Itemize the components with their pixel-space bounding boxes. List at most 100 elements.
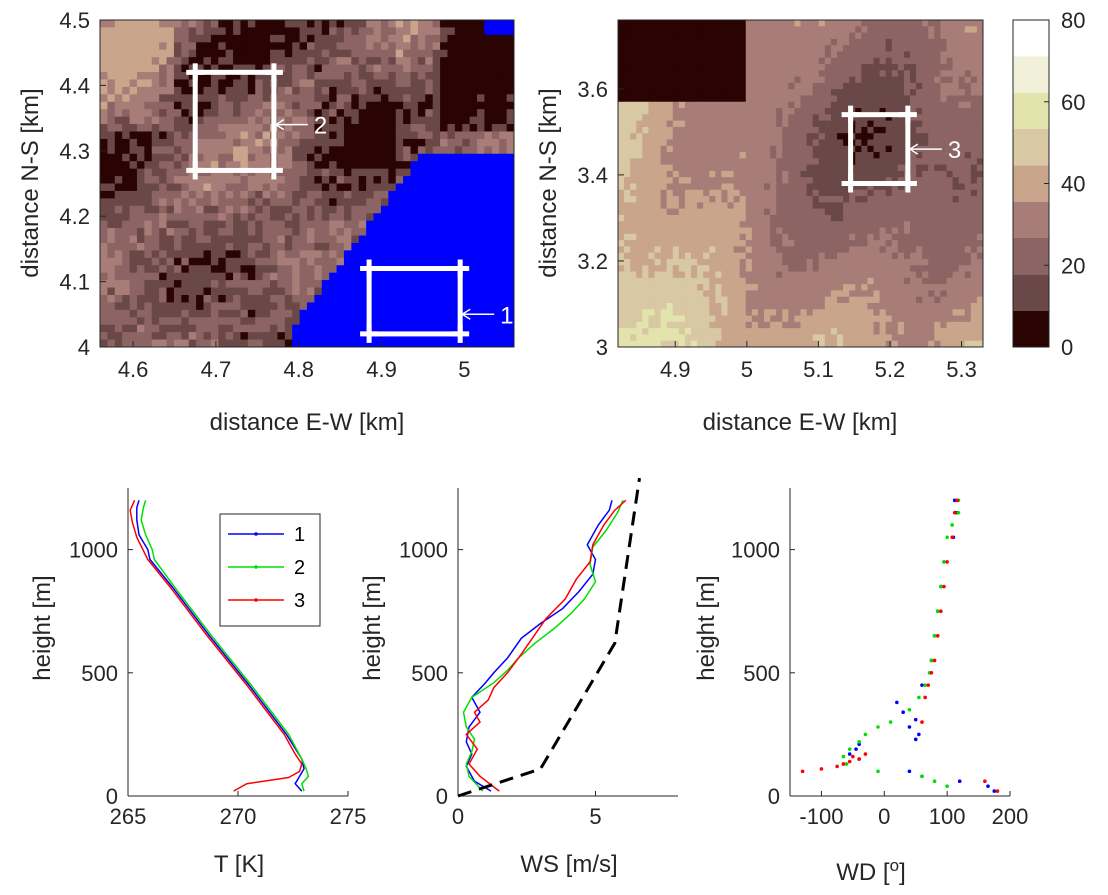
terrain-cell	[321, 176, 330, 185]
terrain-cell	[403, 64, 412, 73]
terrain-cell	[262, 257, 271, 266]
terrain-cell	[867, 265, 875, 273]
terrain-cell	[173, 280, 182, 289]
terrain-cell	[329, 287, 338, 296]
terrain-cell	[800, 183, 808, 191]
terrain-cell	[395, 309, 404, 318]
terrain-cell	[672, 183, 680, 191]
terrain-cell	[173, 49, 182, 58]
terrain-cell	[491, 287, 500, 296]
terrain-cell	[499, 287, 508, 296]
terrain-cell	[855, 114, 862, 122]
terrain-cell	[417, 213, 426, 222]
terrain-cell	[225, 20, 234, 29]
terrain-cell	[976, 252, 983, 260]
terrain-cell	[417, 257, 426, 266]
terrain-cell	[107, 213, 116, 222]
terrain-cell	[630, 277, 637, 285]
terrain-cell	[380, 190, 389, 199]
terrain-cell	[136, 309, 145, 318]
terrain-cell	[432, 42, 441, 51]
terrain-cell	[284, 20, 293, 29]
terrain-cell	[395, 183, 404, 192]
terrain-cell	[678, 258, 686, 266]
terrain-cell	[709, 95, 716, 103]
terrain-cell	[618, 189, 625, 197]
terrain-cell	[642, 126, 650, 134]
terrain-cell	[764, 20, 771, 27]
terrain-cell	[654, 120, 662, 128]
terrain-cell	[684, 164, 692, 172]
terrain-cell	[727, 246, 735, 254]
terrain-cell	[343, 257, 352, 266]
terrain-cell	[764, 139, 771, 147]
terrain-cell	[417, 94, 426, 103]
terrain-cell	[159, 101, 168, 110]
terrain-cell	[964, 70, 972, 78]
terrain-cell	[678, 89, 686, 97]
terrain-cell	[922, 258, 929, 266]
terrain-cell	[247, 146, 256, 155]
terrain-cell	[292, 79, 301, 88]
terrain-cell	[849, 64, 856, 71]
terrain-cell	[321, 146, 330, 155]
terrain-cell	[709, 108, 716, 115]
terrain-cell	[491, 79, 500, 88]
terrain-cell	[144, 265, 153, 274]
terrain-cell	[757, 208, 765, 216]
terrain-cell	[410, 272, 419, 281]
terrain-cell	[757, 76, 765, 84]
terrain-cell	[107, 153, 116, 162]
terrain-cell	[477, 49, 486, 58]
terrain-cell	[636, 189, 643, 197]
terrain-cell	[928, 57, 935, 65]
terrain-cell	[812, 120, 820, 128]
terrain-cell	[181, 27, 190, 36]
terrain-cell	[314, 101, 323, 110]
terrain-cell	[100, 317, 108, 326]
terrain-cell	[196, 302, 205, 311]
terrain-cell	[709, 246, 716, 254]
terrain-cell	[703, 120, 710, 128]
terrain-cell	[952, 233, 960, 241]
terrain-cell	[107, 64, 116, 73]
terrain-cell	[151, 94, 160, 103]
terrain-cell	[388, 294, 397, 304]
terrain-cell	[867, 89, 875, 97]
terrain-cell	[299, 138, 308, 147]
terrain-cell	[107, 198, 116, 207]
terrain-cell	[958, 26, 966, 34]
terrain-cell	[225, 265, 234, 274]
terrain-cell	[366, 57, 375, 66]
terrain-cell	[181, 332, 190, 341]
terrain-cell	[782, 152, 789, 159]
terrain-cell	[358, 72, 367, 81]
terrain-cell	[812, 183, 820, 191]
terrain-cell	[952, 145, 960, 153]
terrain-cell	[491, 235, 500, 244]
terrain-cell	[373, 220, 382, 229]
terrain-cell	[855, 26, 862, 34]
map-left-terrain	[100, 20, 514, 347]
terrain-cell	[642, 70, 650, 78]
terrain-cell	[964, 246, 972, 254]
terrain-cell	[299, 146, 308, 155]
terrain-cell	[776, 51, 783, 59]
terrain-cell	[867, 139, 875, 147]
terrain-cell	[247, 287, 256, 296]
terrain-cell	[343, 49, 352, 58]
terrain-cell	[380, 131, 389, 140]
terrain-cell	[240, 250, 249, 259]
terrain-cell	[770, 32, 777, 40]
terrain-cell	[299, 257, 308, 266]
terrain-cell	[721, 108, 729, 115]
terrain-cell	[739, 114, 747, 122]
terrain-cell	[107, 183, 116, 192]
terrain-cell	[636, 139, 643, 147]
terrain-cell	[666, 214, 674, 222]
terrain-cell	[934, 158, 942, 166]
terrain-cell	[292, 153, 301, 162]
terrain-cell	[484, 339, 493, 347]
terrain-cell	[314, 72, 323, 81]
terrain-cell	[247, 250, 256, 259]
